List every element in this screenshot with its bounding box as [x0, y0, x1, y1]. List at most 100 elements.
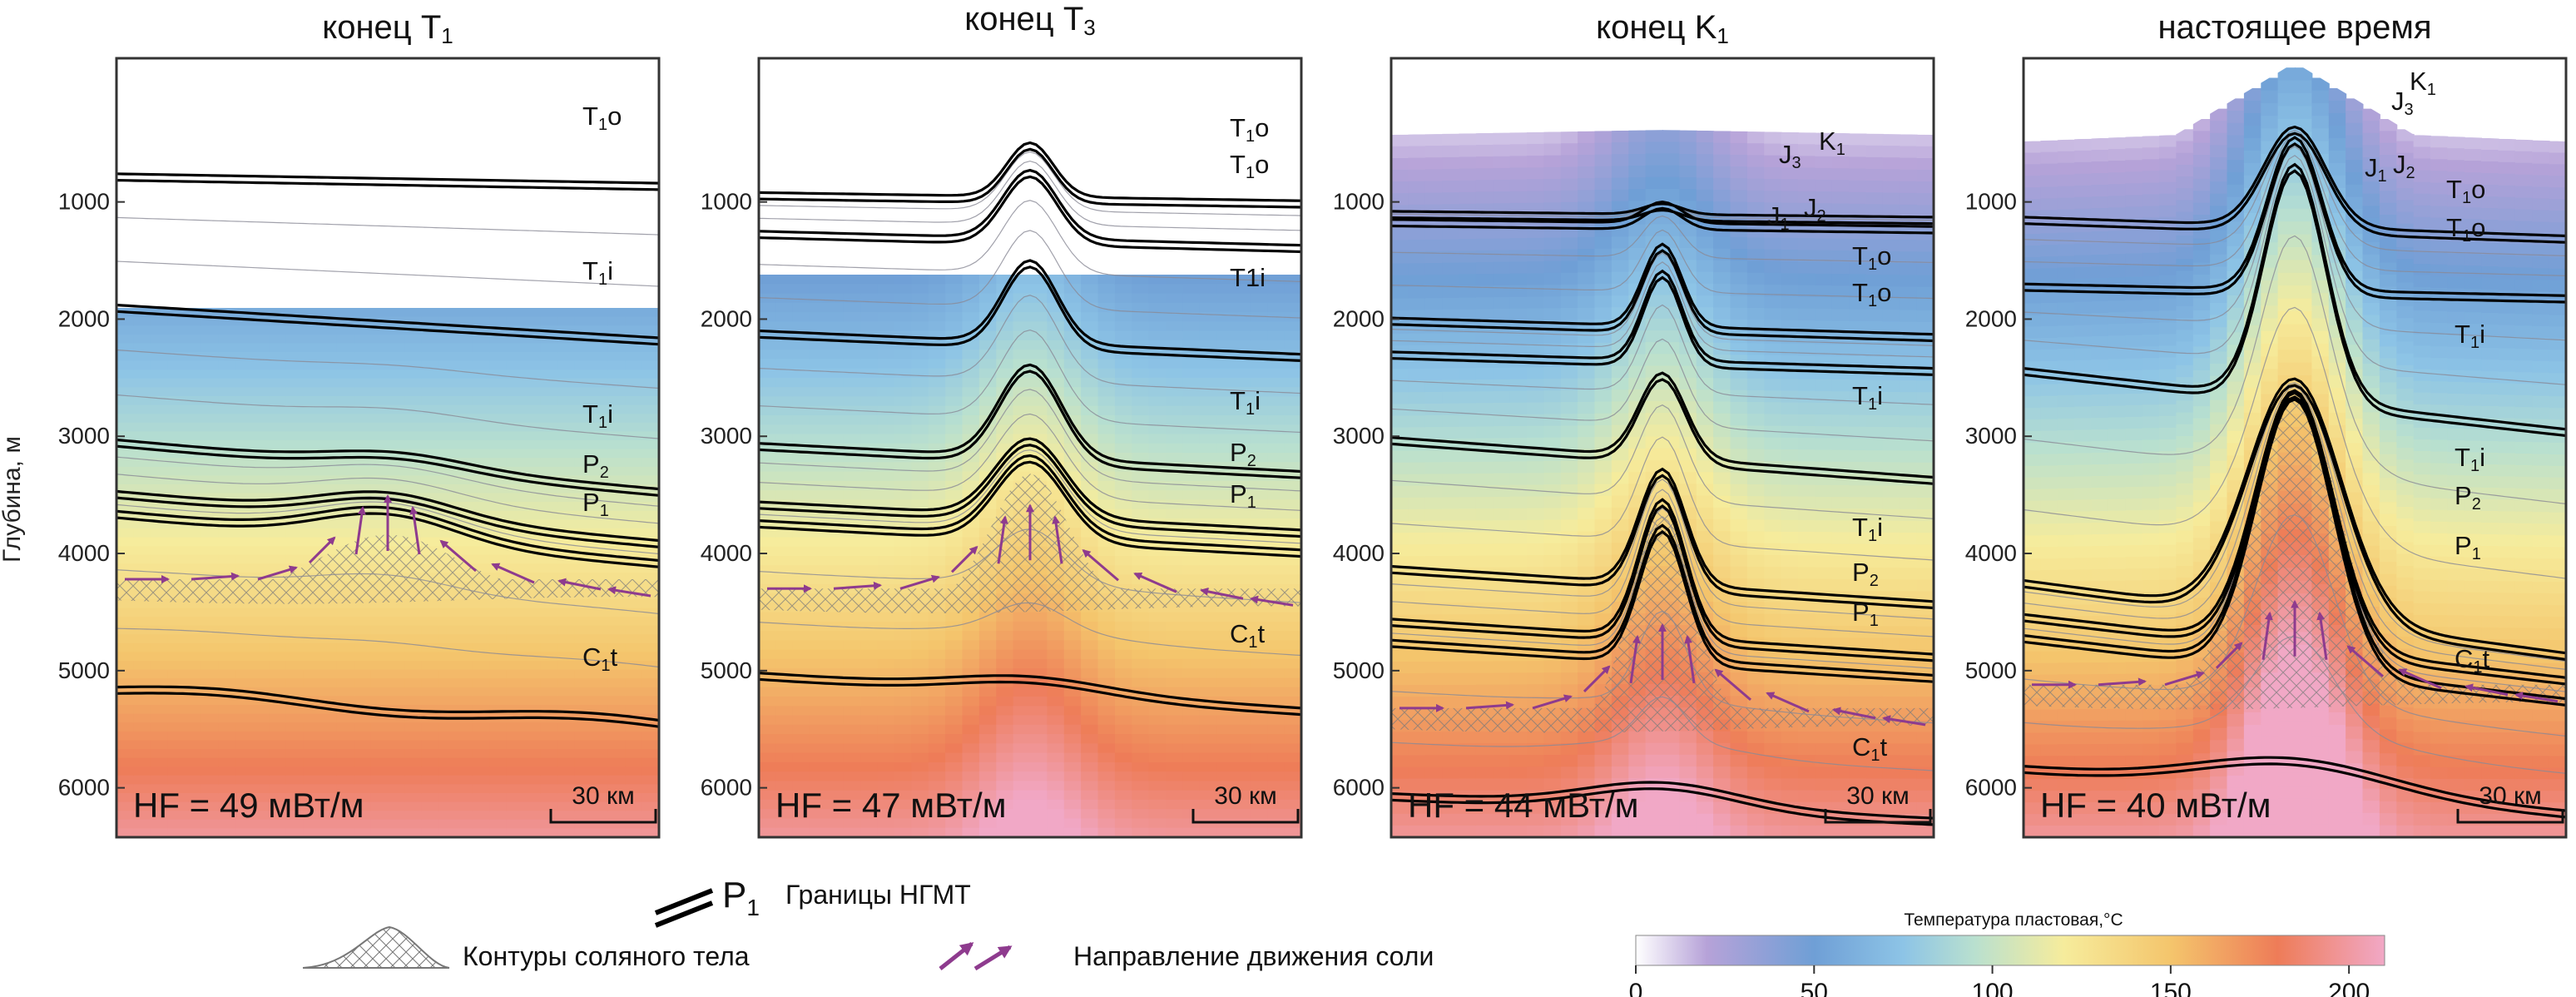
scale-bar: 30 км	[549, 782, 657, 824]
salt-arrow	[1882, 715, 1926, 727]
panel-3: 1000 2000 3000 4000 5000 6000 конец K1 J3 K1 J1 J2…	[1333, 9, 1935, 839]
depth-tick-label: 6000	[1965, 775, 2017, 801]
horizon-line	[1391, 242, 1934, 336]
thin-layer-line	[2024, 155, 2566, 385]
colorbar-tick-label: 150	[2150, 979, 2192, 997]
horizon-line	[2024, 389, 2566, 679]
horizon-line	[1391, 787, 1934, 826]
panel-title: конец K1	[1596, 9, 1729, 48]
thin-layer-line	[2024, 513, 2566, 737]
salt-arrow	[2465, 683, 2509, 697]
salt-arrow	[491, 563, 535, 584]
horizon-line	[759, 444, 1301, 538]
heat-flow-label: HF = 47 мВт/м	[775, 786, 1007, 825]
legend-boundary-text: Границы НГМТ	[785, 880, 971, 910]
depth-axis: 1000 2000 3000 4000 5000 6000	[1333, 189, 1399, 801]
horizon-line	[759, 437, 1301, 532]
salt-arrow	[409, 506, 421, 555]
salt-arrow	[1629, 634, 1641, 684]
horizon-label: T1o	[1230, 113, 1269, 146]
legend: P1 Границы НГМТ Контуры соляного тела На…	[302, 875, 1434, 971]
horizon-line	[1391, 371, 1934, 479]
horizon-label: J1	[2365, 153, 2387, 186]
horizon-label: T1i	[582, 399, 613, 432]
thin-layer-line	[759, 230, 1301, 319]
thin-layer-line	[759, 295, 1301, 394]
salt-arrow	[2164, 671, 2205, 687]
depth-tick-label: 2000	[1965, 305, 2017, 331]
horizon-label: T1i	[1852, 513, 1883, 545]
salt-arrow	[1583, 665, 1611, 692]
horizon-line	[1391, 208, 1934, 226]
salt-arrows	[125, 494, 651, 598]
horizon-line	[759, 175, 1301, 254]
thin-layer-line	[1391, 436, 1934, 561]
depth-tick-label: 2000	[58, 305, 110, 331]
horizon-line	[759, 460, 1301, 558]
colorbar-gradient	[1635, 935, 2385, 966]
legend-boundary-symbol-label: P1	[722, 875, 760, 920]
depth-axis: 1000 2000 3000 4000 5000 6000	[701, 189, 767, 801]
depth-tick-label: 6000	[58, 775, 110, 801]
horizon-line	[1391, 467, 1934, 603]
horizon-line	[116, 438, 659, 491]
thin-layer-line	[1391, 304, 1934, 405]
salt-arrow	[1684, 634, 1696, 684]
thin-layer-line	[116, 474, 659, 524]
depth-tick-label: 3000	[701, 423, 752, 449]
thin-layer-line	[759, 200, 1301, 282]
salt-arrow	[557, 578, 602, 591]
heat-flow-label: HF = 49 мВт/м	[133, 786, 364, 825]
thin-layer-line	[1391, 516, 1934, 669]
horizon-labels: T1o T1i T1i P2 P1 C1t	[582, 102, 622, 675]
salt-arrows	[767, 503, 1294, 607]
horizon-line	[1391, 275, 1934, 376]
depth-tick-label: 2000	[701, 305, 752, 331]
horizon-line	[2024, 131, 2566, 244]
horizon-line	[759, 363, 1301, 474]
horizon-label: C1t	[1852, 732, 1888, 765]
horizon-label: T1i	[582, 256, 613, 289]
depth-tick-label: 4000	[1333, 540, 1385, 566]
horizon-line	[1391, 269, 1934, 370]
thin-layer-line	[1391, 261, 1934, 358]
horizon-line	[116, 172, 659, 185]
depth-tick-label: 2000	[1333, 305, 1385, 331]
horizon-label: P2	[1852, 558, 1879, 590]
horizon-line	[2024, 162, 2566, 431]
colorbar-tick-label: 50	[1801, 979, 1828, 997]
panel-frame	[1390, 57, 1935, 839]
salt-arrow	[2316, 611, 2328, 660]
depth-axis: 1000 2000 3000 4000 5000 6000	[58, 189, 125, 801]
depth-tick-label: 5000	[1333, 657, 1385, 683]
depth-tick-label: 3000	[58, 423, 110, 449]
horizon-line	[759, 168, 1301, 247]
horizon-line	[1391, 503, 1934, 662]
scale-bar: 30 км	[2456, 782, 2564, 824]
thin-layer-line	[1391, 404, 1934, 519]
depth-axis: 1000 2000 3000 4000 5000 6000	[1965, 189, 2032, 801]
thin-layer-line	[1391, 489, 1934, 637]
horizon-line	[116, 310, 659, 346]
horizon-line	[2024, 136, 2566, 297]
salt-body	[116, 534, 659, 604]
horizon-label: T1o	[582, 102, 622, 134]
horizon-label: C1t	[582, 642, 618, 675]
heat-flow-label: HF = 40 мВт/м	[2040, 786, 2271, 825]
horizon-line	[759, 677, 1301, 717]
horizon-label: P2	[2455, 481, 2481, 513]
salt-arrow	[439, 539, 477, 573]
salt-arrow	[1052, 515, 1063, 564]
horizon-line	[2024, 384, 2566, 662]
horizon-line	[2024, 395, 2566, 686]
salt-arrow	[2346, 645, 2384, 677]
depth-tick-label: 5000	[701, 657, 752, 683]
colorbar-tick-label: 100	[1972, 979, 2014, 997]
colorbar-tick-label: 200	[2328, 979, 2370, 997]
horizon-line	[116, 179, 659, 191]
thin-layer-line	[759, 602, 1301, 657]
thin-layer-line	[2024, 235, 2566, 504]
thin-layer-line	[116, 349, 659, 389]
depth-tick-label: 4000	[58, 540, 110, 566]
